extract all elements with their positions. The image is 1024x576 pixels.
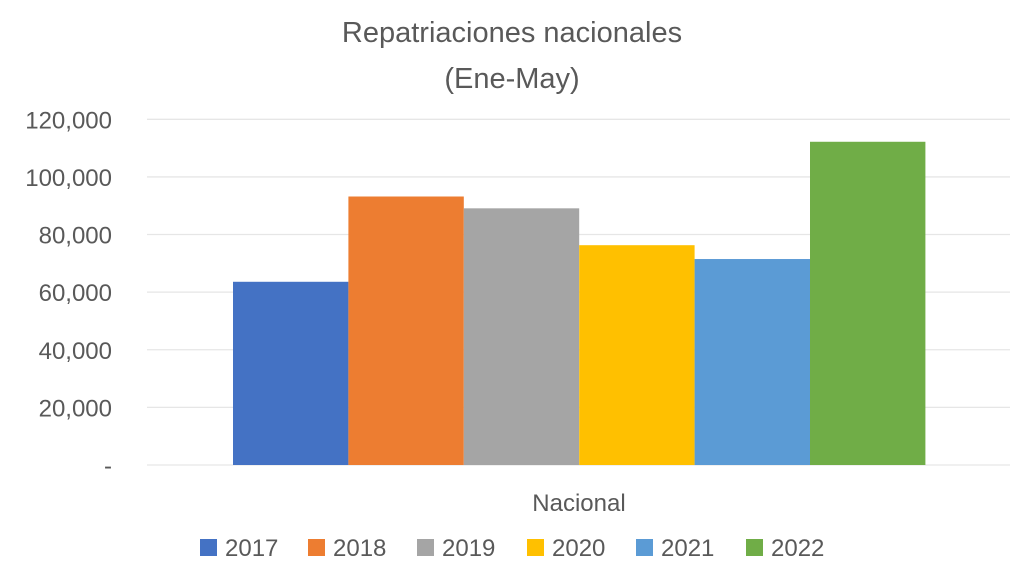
legend-label: 2019 xyxy=(442,535,495,562)
bar-2022 xyxy=(810,141,926,465)
y-tick-label: - xyxy=(104,453,112,480)
y-tick-label: 120,000 xyxy=(25,107,112,134)
bar-2021 xyxy=(694,259,810,465)
legend-label: 2018 xyxy=(333,535,386,562)
y-tick-label: 20,000 xyxy=(39,395,112,422)
legend-swatch-2019 xyxy=(417,539,434,556)
x-tick-label: Nacional xyxy=(532,490,625,517)
bar-2019 xyxy=(463,208,580,465)
legend-label: 2021 xyxy=(661,535,714,562)
legend-label: 2022 xyxy=(771,535,824,562)
bar-2018 xyxy=(348,196,464,465)
legend-label: 2017 xyxy=(225,535,278,562)
y-tick-label: 100,000 xyxy=(25,165,112,192)
y-tick-label: 80,000 xyxy=(39,223,112,250)
bar-2017 xyxy=(233,281,349,465)
legend-swatch-2021 xyxy=(636,539,653,556)
chart-subtitle: (Ene-May) xyxy=(444,63,579,95)
legend-swatch-2020 xyxy=(527,539,544,556)
bar-2020 xyxy=(579,245,695,465)
y-tick-label: 60,000 xyxy=(39,280,112,307)
legend-swatch-2017 xyxy=(200,539,217,556)
legend-swatch-2018 xyxy=(308,539,325,556)
y-tick-label: 40,000 xyxy=(39,338,112,365)
chart-title: Repatriaciones nacionales xyxy=(342,17,682,49)
legend-label: 2020 xyxy=(552,535,605,562)
legend-swatch-2022 xyxy=(746,539,763,556)
